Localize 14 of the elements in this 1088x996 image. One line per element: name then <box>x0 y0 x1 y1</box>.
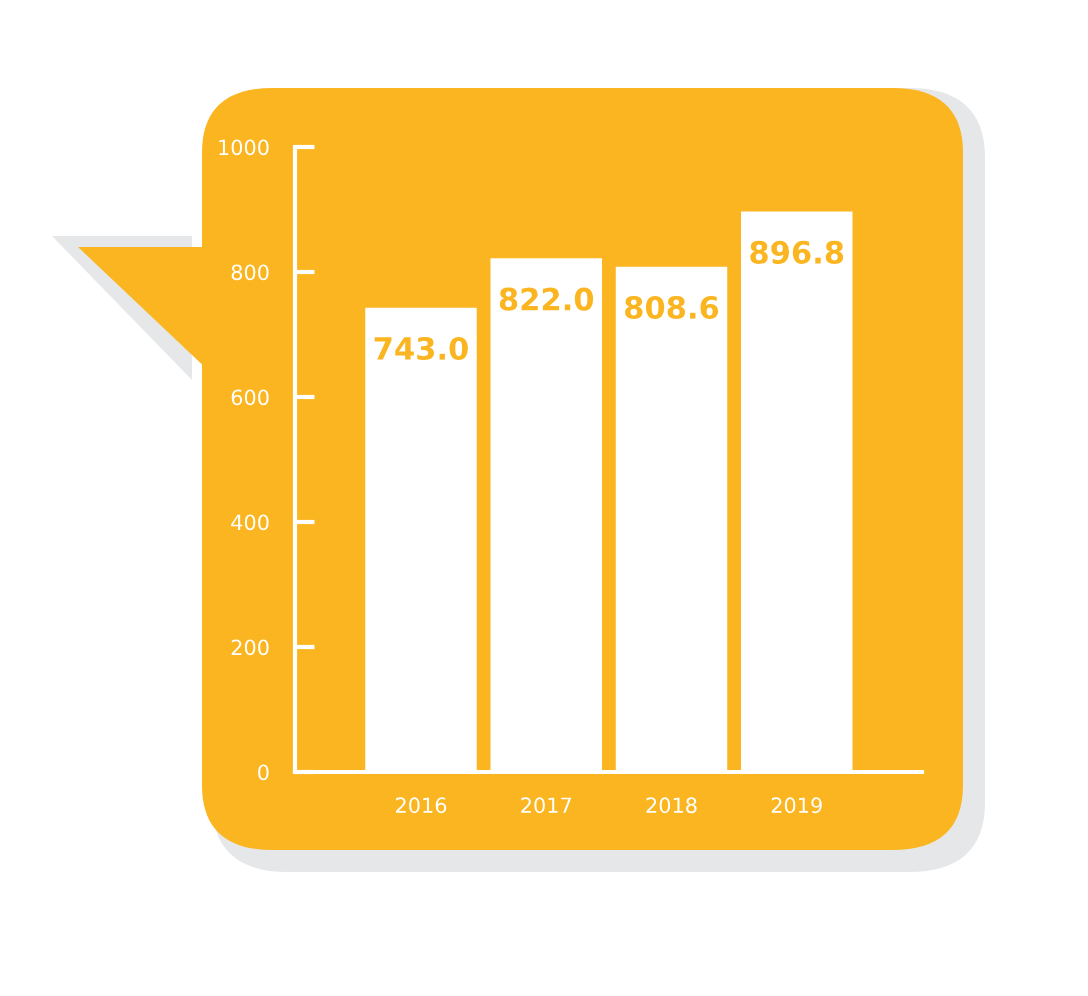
data-label: 896.8 <box>750 240 844 264</box>
data-label: 743.0 <box>374 336 468 361</box>
y-tick-label: 400 <box>231 514 269 531</box>
x-tick-label: 2018 <box>646 797 697 814</box>
x-tick-label: 2017 <box>521 797 571 814</box>
y-tick-label: 200 <box>231 639 269 656</box>
y-tick-label: 600 <box>231 389 269 406</box>
x-tick-label: 2016 <box>396 797 447 814</box>
x-tick-label: 2019 <box>771 797 822 814</box>
y-tick-label: 0 <box>258 764 269 781</box>
y-tick-label: 800 <box>231 264 269 281</box>
data-label: 808.6 <box>625 295 719 320</box>
y-tick-label: 1000 <box>219 139 269 156</box>
data-label: 822.0 <box>499 287 594 311</box>
